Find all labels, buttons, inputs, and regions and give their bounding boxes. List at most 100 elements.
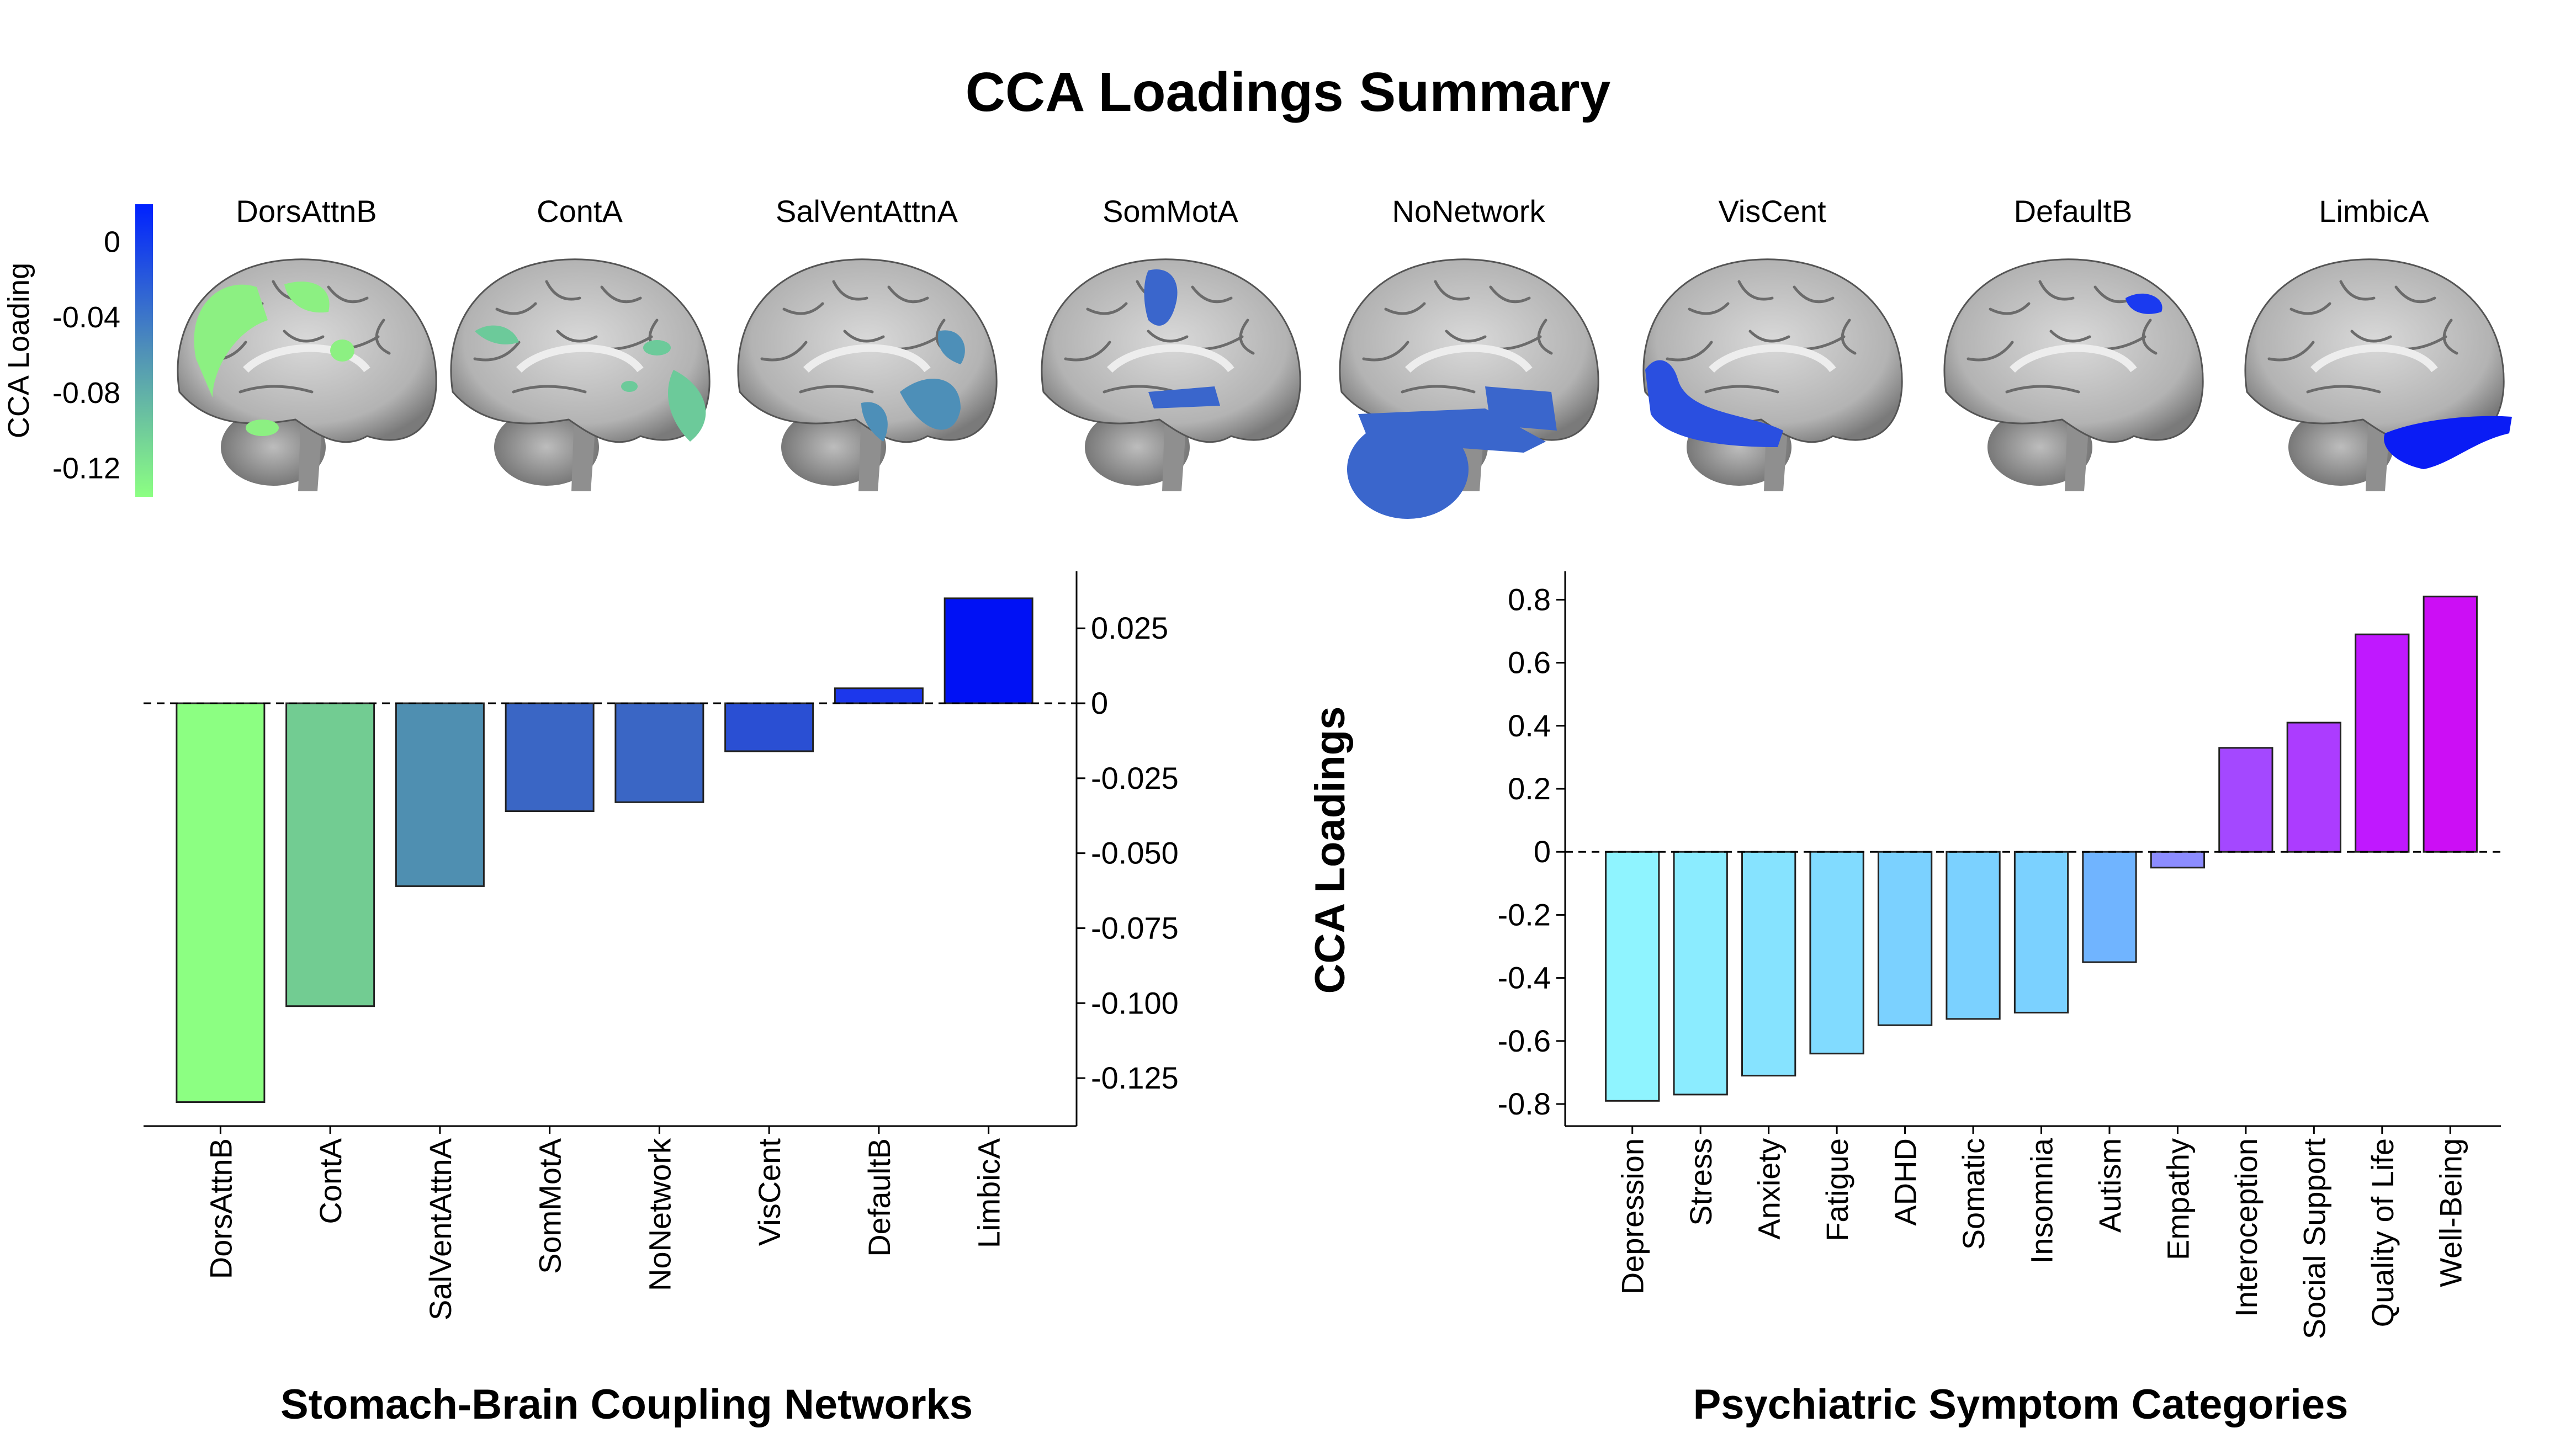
sulcus-line (600, 285, 642, 304)
colorbar: CCA Loading 0 -0.04 -0.08 -0.12 (2, 204, 153, 497)
network-bar (176, 702, 266, 1103)
colorbar-tick-label: -0.08 (52, 376, 120, 410)
symptom-category-label: Empathy (2160, 1138, 2195, 1260)
symptom-bar (2286, 721, 2341, 853)
symptom-bar (1605, 851, 1660, 1102)
symptom-y-axis-title: CCA Loadings (1307, 707, 1354, 994)
sulcus-line (2049, 330, 2091, 343)
corpus-callosum (516, 344, 644, 373)
symptom-bar (2355, 633, 2410, 853)
network-bar (395, 702, 485, 887)
brain-region (475, 325, 519, 344)
symptom-y-tick-label: -0.8 (1498, 1086, 1551, 1121)
symptom-y-tick-label: 0.2 (1508, 771, 1551, 806)
network-y-tick-label: -0.075 (1091, 910, 1179, 945)
symptom-loadings-chart: Depression Stress Anxiety Fatigue ADHD Somati… (1307, 571, 2501, 1428)
corpus-callosum (1709, 344, 1836, 373)
brain-region (1148, 386, 1220, 408)
sulcus-line (782, 302, 824, 315)
corpus-callosum (803, 344, 931, 373)
symptom-bar (1877, 851, 1933, 1026)
symptom-category-label: Stress (1683, 1138, 1718, 1226)
sulcus-line (238, 385, 314, 394)
colorbar-gradient-bar (135, 204, 153, 497)
sulcus-line (1239, 319, 1255, 355)
brain-region (330, 339, 354, 362)
symptom-y-tick-label: -0.6 (1498, 1023, 1551, 1058)
network-category-label: VisCent (752, 1138, 787, 1246)
sulcus-line (1489, 285, 1531, 304)
colorbar-tick-label: 0 (104, 225, 120, 258)
symptom-y-tick-label: -0.4 (1498, 960, 1551, 995)
sulcus-line (1989, 302, 2031, 315)
symptom-bar (2423, 596, 2478, 853)
sulcus-line (2005, 385, 2080, 394)
sulcus-line (327, 285, 369, 304)
sulcus-line (1688, 302, 1730, 315)
symptom-category-label: Somatic (1956, 1138, 1991, 1250)
sulcus-line (2038, 280, 2075, 301)
brain-label: DorsAttnB (236, 194, 377, 229)
brain-label: ContA (537, 194, 623, 229)
sulcus-line (1384, 302, 1426, 315)
corpus-callosum (2010, 344, 2137, 373)
network-bar (944, 597, 1033, 704)
brain-region (938, 330, 965, 364)
network-bar (834, 687, 924, 704)
network-y-tick-label: -0.050 (1091, 836, 1179, 871)
network-bars (176, 597, 1033, 1103)
symptom-bars (1605, 596, 2478, 1102)
network-y-tick-label: 0 (1091, 686, 1108, 720)
symptom-bar (1946, 851, 2001, 1020)
symptom-y-tick-label: 0.8 (1508, 582, 1551, 617)
sulcus-line (512, 385, 587, 394)
sulcus-line (1445, 330, 1487, 343)
network-bar (505, 702, 595, 813)
symptom-category-label: Well-Being (2433, 1138, 2468, 1287)
brain-region (900, 379, 961, 430)
sulcus-line (1086, 302, 1128, 315)
network-axes: DorsAttnB ContA SalVentAttnA SomMotA NoNetwo… (144, 571, 1179, 1320)
sulcus-line (843, 330, 885, 343)
symptom-bar (2218, 747, 2273, 853)
sulcus-line (2442, 319, 2458, 355)
brain-region (861, 402, 888, 442)
sulcus-line (545, 280, 581, 301)
page-title: CCA Loadings Summary (965, 61, 1611, 123)
sulcus-line (2142, 319, 2158, 355)
network-y-tick-label: 0.025 (1091, 611, 1168, 645)
network-bar (724, 702, 814, 752)
brain-panel: ContA (450, 194, 711, 491)
colorbar-ticks: 0 -0.04 -0.08 -0.12 (52, 225, 120, 485)
sulcus-line (283, 330, 325, 343)
brain-label: NoNetwork (1392, 194, 1546, 229)
sulcus-line (1434, 280, 1470, 301)
symptom-y-tick-label: 0 (1534, 834, 1551, 869)
sulcus-line (887, 285, 929, 304)
sulcus-line (556, 330, 598, 343)
brain-panel: LimbicA (2244, 194, 2512, 491)
sulcus-line (832, 280, 868, 301)
brain-label: VisCent (1718, 194, 1826, 229)
sulcus-line (2289, 302, 2331, 315)
sulcus-line (799, 385, 874, 394)
symptom-bar (2150, 851, 2206, 869)
brain-region (1144, 269, 1178, 326)
brain-label: DefaultB (2014, 194, 2133, 229)
sulcus-line (1103, 385, 1178, 394)
network-y-tick-label: -0.125 (1091, 1060, 1179, 1095)
symptom-category-label: Quality of Life (2365, 1138, 2400, 1327)
sulcus-line (2267, 341, 2315, 362)
colorbar-tick-label: -0.04 (52, 301, 120, 334)
colorbar-title: CCA Loading (2, 263, 35, 438)
network-y-tick-label: -0.100 (1091, 985, 1179, 1020)
sulcus-line (1967, 341, 2014, 362)
network-x-axis-title: Stomach-Brain Coupling Networks (280, 1381, 973, 1428)
network-category-label: DefaultB (862, 1138, 897, 1257)
symptom-category-label: Social Support (2297, 1138, 2331, 1340)
corpus-callosum (243, 344, 370, 373)
sulcus-line (1401, 385, 1476, 394)
brain-row: DorsAttnB ContA SalVentAttnA SomMotA NoNetwo… (177, 194, 2512, 519)
brain-region (621, 381, 638, 392)
